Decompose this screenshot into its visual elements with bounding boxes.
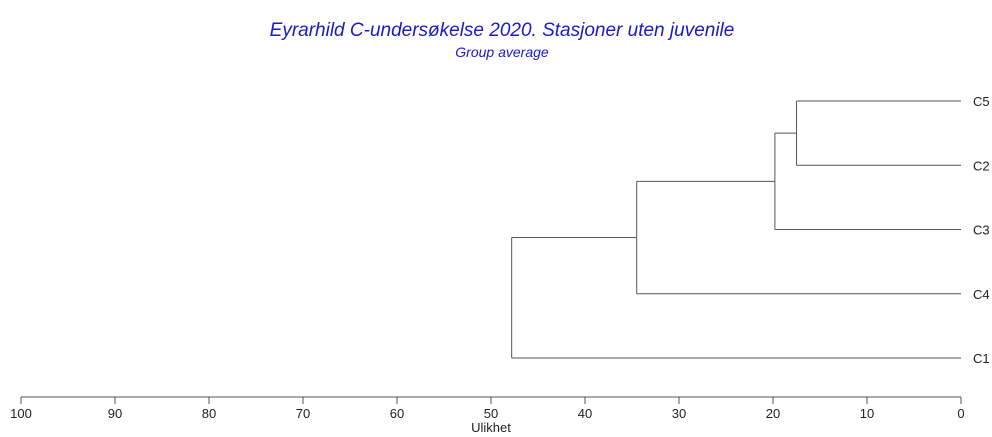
x-tick-label-10: 10 (860, 406, 874, 421)
leaf-label-c2: C2 (973, 158, 990, 173)
x-tick-label-50: 50 (484, 406, 498, 421)
x-tick-label-100: 100 (10, 406, 32, 421)
x-axis: 100 90 80 70 60 50 40 30 20 10 0 (10, 396, 965, 421)
leaf-label-c5: C5 (973, 94, 990, 109)
leaf-label-c4: C4 (973, 287, 990, 302)
x-tick-label-90: 90 (108, 406, 122, 421)
x-tick-label-80: 80 (202, 406, 216, 421)
chart-title: Eyrarhild C-undersøkelse 2020. Stasjoner… (270, 20, 735, 41)
chart-subtitle: Group average (455, 44, 549, 60)
x-tick-label-20: 20 (766, 406, 780, 421)
x-tick-label-30: 30 (672, 406, 686, 421)
dendrogram-tree (511, 100, 961, 359)
x-tick-label-60: 60 (390, 406, 404, 421)
leaf-labels: C5 C2 C3 C4 C1 (973, 94, 990, 366)
x-tick-label-40: 40 (578, 406, 592, 421)
x-tick-label-70: 70 (296, 406, 310, 421)
x-tick-label-0: 0 (957, 406, 964, 421)
leaf-label-c3: C3 (973, 223, 990, 238)
leaf-label-c1: C1 (973, 351, 990, 366)
x-axis-label: Ulikhet (471, 420, 511, 435)
